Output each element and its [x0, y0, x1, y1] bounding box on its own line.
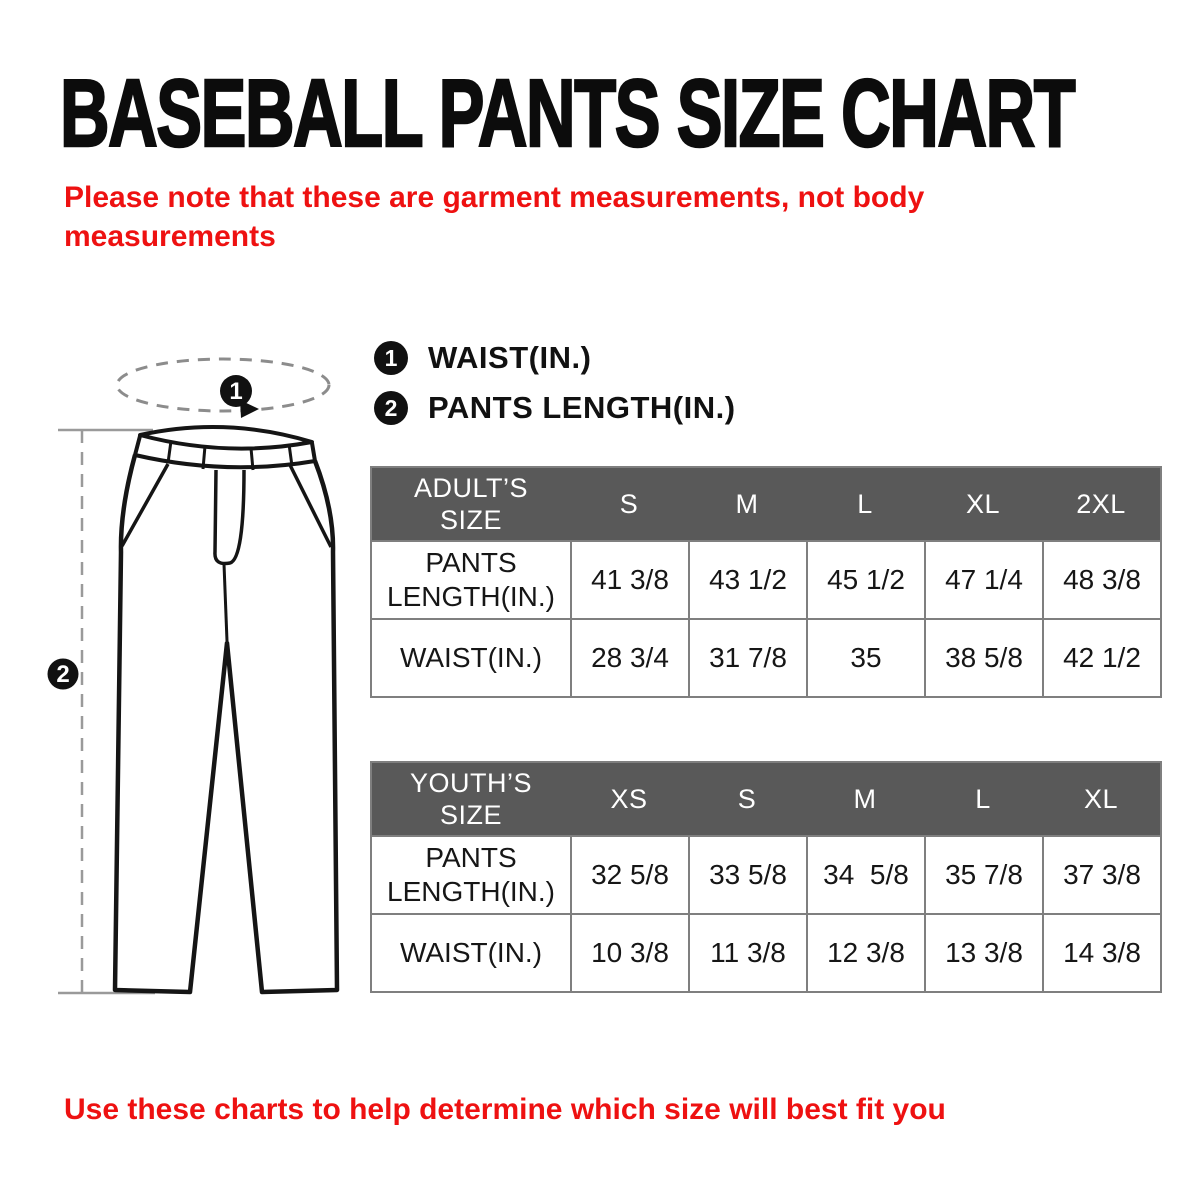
- svg-text:1: 1: [229, 378, 242, 405]
- legend-label-pants-length: PANTS LENGTH(IN.): [428, 390, 736, 425]
- youth-size-header-cell: YOUTH’S SIZE: [409, 767, 532, 830]
- pants-diagram-icon: 1 2: [47, 357, 340, 995]
- number-1-badge-icon: 1: [374, 341, 408, 375]
- note-line-1: Please note that these are garment measu…: [64, 181, 925, 214]
- table-row: WAIST(IN.) 28 3/4 31 7/8 35 38 5/8 42 1/…: [372, 618, 1160, 696]
- size-value-cell: 34 5/8: [806, 837, 924, 913]
- size-value-cell: 35: [806, 620, 924, 696]
- diagram-badge-2-icon: 2: [47, 658, 79, 690]
- diagram-badge-1-icon: 1: [220, 375, 252, 407]
- number-2-badge-icon: 2: [374, 391, 408, 425]
- measurement-legend: 1 WAIST(IN.) 2 PANTS LENGTH(IN.): [374, 340, 736, 440]
- size-column-header: XL: [965, 488, 1001, 519]
- legend-item-waist: 1 WAIST(IN.): [374, 340, 736, 376]
- row-label-cell: WAIST(IN.): [399, 937, 543, 969]
- waist-guide-arrow-icon: [240, 400, 259, 418]
- size-value-cell: 45 1/2: [806, 542, 924, 618]
- size-column-header: M: [853, 783, 877, 814]
- svg-text:2: 2: [56, 661, 69, 688]
- size-column-header: S: [737, 783, 757, 814]
- size-value-cell: 32 5/8: [570, 837, 688, 913]
- size-column-header: XL: [1083, 783, 1119, 814]
- size-value-cell: 14 3/8: [1042, 915, 1160, 991]
- fit-advice-text: Use these charts to help determine which…: [64, 1093, 946, 1126]
- size-column-header: L: [975, 783, 991, 814]
- adult-table-header-row: ADULT’S SIZE S M L XL 2XL: [372, 468, 1160, 540]
- size-column-header: S: [619, 488, 639, 519]
- note-line-2: measurements: [64, 220, 276, 253]
- size-value-cell: 11 3/8: [688, 915, 806, 991]
- size-value-cell: 13 3/8: [924, 915, 1042, 991]
- size-column-header: M: [735, 488, 759, 519]
- youth-size-table: YOUTH’S SIZE XS S M L XL PANTS LENGTH(IN…: [370, 761, 1162, 993]
- garment-measurement-note: Please note that these are garment measu…: [64, 178, 924, 256]
- size-value-cell: 48 3/8: [1042, 542, 1160, 618]
- length-guide-lines: [58, 428, 155, 995]
- legend-item-pants-length: 2 PANTS LENGTH(IN.): [374, 390, 736, 426]
- size-value-cell: 38 5/8: [924, 620, 1042, 696]
- size-value-cell: 12 3/8: [806, 915, 924, 991]
- adult-size-header-cell: ADULT’S SIZE: [413, 472, 529, 535]
- size-value-cell: 10 3/8: [570, 915, 688, 991]
- size-value-cell: 28 3/4: [570, 620, 688, 696]
- row-label-cell: PANTS LENGTH(IN.): [387, 547, 555, 612]
- waist-guide-ellipse: [115, 357, 331, 413]
- youth-table-header-row: YOUTH’S SIZE XS S M L XL: [372, 763, 1160, 835]
- size-value-cell: 41 3/8: [570, 542, 688, 618]
- size-value-cell: 33 5/8: [688, 837, 806, 913]
- size-value-cell: 37 3/8: [1042, 837, 1160, 913]
- size-value-cell: 47 1/4: [924, 542, 1042, 618]
- size-column-header: 2XL: [1076, 488, 1126, 519]
- pants-outline: [112, 424, 340, 995]
- size-value-cell: 43 1/2: [688, 542, 806, 618]
- table-row: PANTS LENGTH(IN.) 32 5/8 33 5/8 34 5/8 3…: [372, 835, 1160, 913]
- size-value-cell: 31 7/8: [688, 620, 806, 696]
- page-title: BASEBALL PANTS SIZE CHART: [59, 60, 1076, 167]
- table-row: WAIST(IN.) 10 3/8 11 3/8 12 3/8 13 3/8 1…: [372, 913, 1160, 991]
- size-value-cell: 35 7/8: [924, 837, 1042, 913]
- row-label-cell: PANTS LENGTH(IN.): [387, 842, 555, 907]
- table-row: PANTS LENGTH(IN.) 41 3/8 43 1/2 45 1/2 4…: [372, 540, 1160, 618]
- legend-label-waist: WAIST(IN.): [428, 340, 592, 375]
- size-column-header: XS: [610, 783, 648, 814]
- size-value-cell: 42 1/2: [1042, 620, 1160, 696]
- size-column-header: L: [857, 488, 873, 519]
- row-label-cell: WAIST(IN.): [399, 642, 543, 674]
- adult-size-table: ADULT’S SIZE S M L XL 2XL PANTS LENGTH(I…: [370, 466, 1162, 698]
